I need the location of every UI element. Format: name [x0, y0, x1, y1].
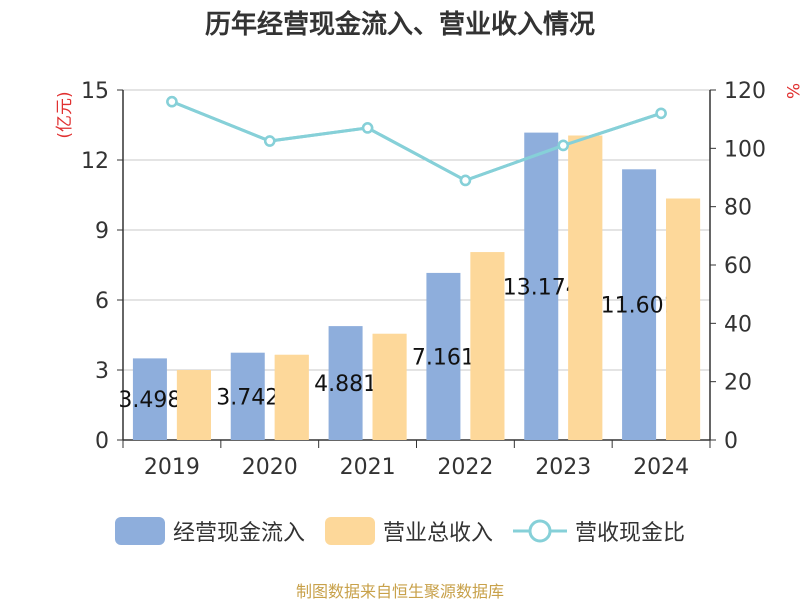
x-tick-label: 2024: [633, 455, 689, 480]
bar-revenue-overlay: [666, 198, 701, 440]
y-left-tick-label: 9: [95, 219, 109, 244]
line-ratio-top: [171, 100, 662, 183]
bar-revenue-overlay: [176, 370, 211, 440]
bar-cashflow: [230, 352, 265, 440]
bar-cashflow: [328, 326, 363, 440]
y-right-tick-label: 100: [724, 137, 766, 162]
x-tick-label: 2023: [535, 455, 591, 480]
data-label-cashflow: 13.174: [503, 275, 580, 300]
legend-swatch-cashflow: [114, 517, 165, 545]
point-ratio-top: [459, 174, 472, 187]
legend-label-ratio: 营收现金比: [575, 521, 686, 546]
y-left-axis-label: (亿元): [55, 91, 75, 138]
legend-item-revenue[interactable]: 营业总收入: [324, 515, 493, 547]
x-tick-label: 2020: [242, 455, 298, 480]
bar-cashflow: [132, 358, 167, 440]
legend-label-revenue: 营业总收入: [382, 521, 493, 546]
legend-item-ratio[interactable]: 营收现金比: [513, 515, 685, 547]
y-right-tick-label: 80: [724, 196, 752, 221]
bar-revenue-overlay: [568, 135, 603, 440]
legend-item-cashflow[interactable]: 经营现金流入: [114, 515, 305, 547]
point-ratio-top: [264, 135, 276, 147]
data-label-cashflow: 3.498: [118, 388, 181, 413]
data-label-cashflow: 11.601: [601, 294, 678, 319]
bar-revenue-overlay: [274, 354, 309, 440]
point-ratio-top: [557, 139, 569, 152]
y-right-tick-label: 40: [724, 312, 752, 337]
data-label-cashflow: 7.161: [412, 345, 475, 370]
data-label-cashflow: 3.742: [216, 385, 279, 410]
y-right-tick-label: 60: [724, 254, 752, 279]
chart-title: 历年经营现金流入、营业收入情况: [204, 10, 595, 40]
y-left-tick-label: 12: [81, 149, 109, 174]
data-label-cashflow: 4.881: [314, 372, 377, 397]
legend-swatch-revenue: [324, 517, 375, 545]
point-ratio-top: [166, 95, 178, 108]
bar-cashflow: [524, 132, 559, 440]
y-left-tick-label: 0: [95, 429, 109, 454]
x-tick-label: 2022: [437, 455, 493, 480]
y-left-tick-label: 6: [95, 289, 109, 314]
legend-line-marker-icon: [513, 519, 567, 543]
y-right-tick-label: 20: [724, 371, 752, 396]
bar-revenue-overlay: [372, 333, 407, 440]
chart-legend: 经营现金流入 营业总收入 营收现金比: [0, 515, 800, 547]
y-left-tick-label: 3: [95, 359, 109, 384]
y-right-tick-label: 0: [724, 429, 738, 454]
y-right-tick-label: 120: [724, 79, 766, 104]
point-ratio-top: [655, 107, 667, 120]
bar-cashflow: [622, 169, 657, 440]
legend-label-cashflow: 经营现金流入: [172, 521, 305, 546]
x-tick-label: 2021: [340, 455, 396, 480]
y-right-axis-label: %: [782, 83, 800, 99]
data-source-note: 制图数据来自恒生聚源数据库: [295, 582, 504, 601]
bar-cashflow: [426, 272, 461, 440]
y-left-tick-label: 15: [81, 79, 109, 104]
x-tick-label: 2019: [144, 455, 200, 480]
bar-revenue-overlay: [470, 252, 505, 440]
point-ratio-top: [361, 122, 374, 134]
